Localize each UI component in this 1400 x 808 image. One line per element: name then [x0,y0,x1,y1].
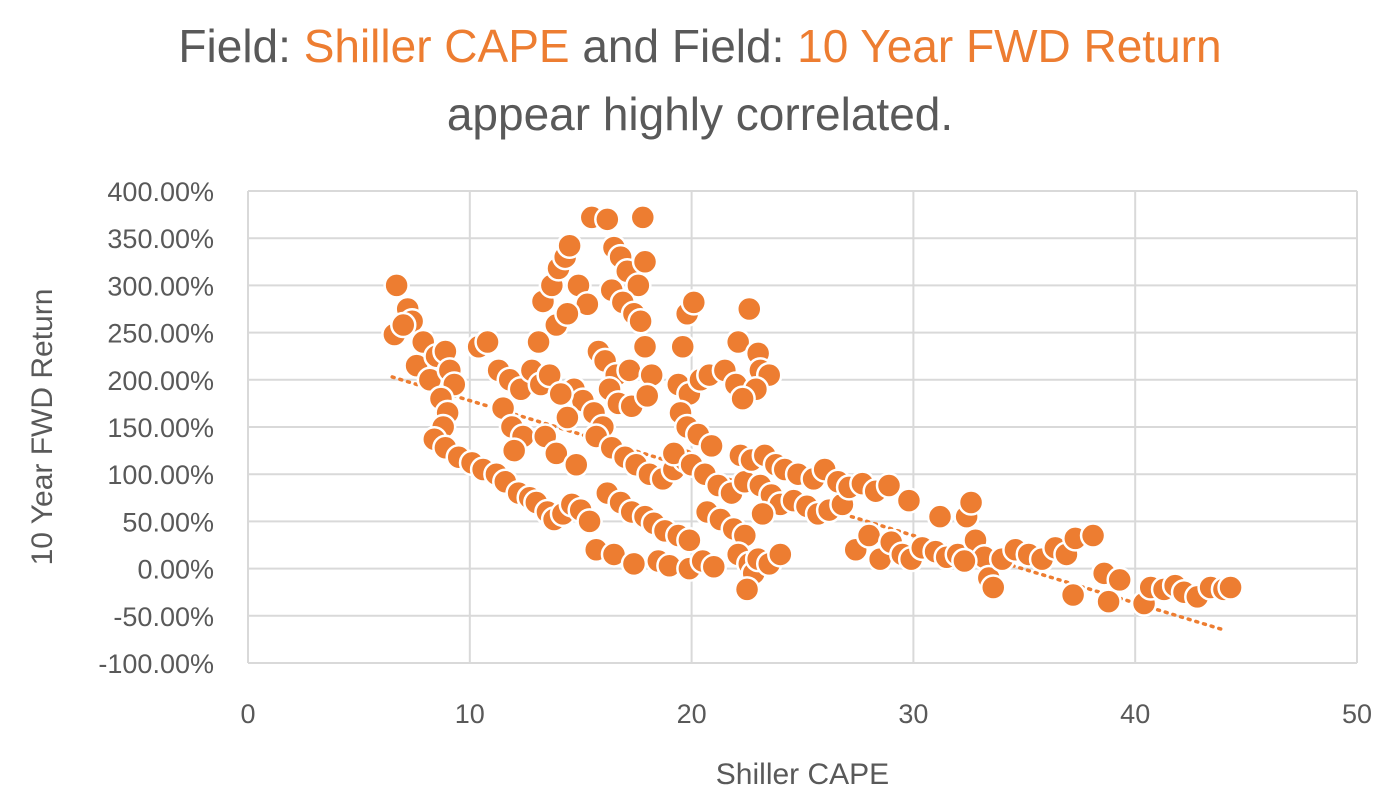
y-tick-label: 350.00% [107,224,214,254]
data-point [875,472,903,499]
data-point [767,541,794,568]
x-axis-title: Shiller CAPE [716,758,889,791]
chart-title-line-1: Field: Shiller CAPE and Field: 10 Year F… [0,18,1400,74]
data-point [631,333,659,361]
data-point [676,527,703,554]
x-tick-label: 20 [677,699,707,729]
data-point [556,232,583,260]
data-point [729,385,756,412]
data-point [724,328,752,356]
data-point [629,204,657,231]
title-field-y: 10 Year FWD Return [797,20,1222,72]
data-point [1106,566,1133,594]
data-point [616,357,643,384]
data-point [554,404,581,431]
title-middle: and Field: [569,20,798,72]
data-point [594,206,621,233]
y-tick-label: 250.00% [107,319,214,349]
y-tick-label: 0.00% [137,555,214,585]
y-tick-label: -100.00% [98,649,214,679]
data-point [895,487,923,514]
chart-title-line-2: appear highly correlated. [446,88,954,140]
title-prefix: Field: [178,20,304,72]
data-point [749,500,776,528]
x-tick-label: 10 [455,699,485,729]
y-tick-label: 400.00% [107,177,214,207]
y-tick-label: 200.00% [107,366,214,396]
y-tick-label: 50.00% [122,507,214,537]
data-point [1095,588,1122,615]
tick-labels: -100.00% -50.00% 0.00% 50.00% 100.00% 150.00%… [98,177,1372,729]
data-point [554,300,581,327]
y-tick-label: 150.00% [107,413,214,443]
y-axis-title: 10 Year FWD Return [26,289,59,566]
data-point [631,248,659,276]
data-point [500,437,528,464]
data-point [979,574,1007,601]
data-point [1217,574,1244,601]
data-point [736,295,763,323]
x-tick-label: 0 [240,699,255,729]
data-point [474,328,501,356]
data-point [951,547,978,575]
data-point [680,289,708,316]
data-point [627,308,654,335]
data-point [383,272,410,299]
data-points [381,204,1244,617]
data-point [390,311,417,339]
title-field-x: Shiller CAPE [303,20,570,72]
data-point [620,550,648,578]
data-point [733,576,761,603]
x-tick-label: 40 [1120,699,1150,729]
data-point [543,440,570,467]
data-point [926,503,954,530]
data-point [1059,581,1087,609]
data-point [855,522,883,549]
x-tick-label: 30 [898,699,928,729]
data-point [1079,522,1107,549]
data-point [669,333,696,361]
y-tick-label: -50.00% [113,602,214,632]
data-point [625,272,652,299]
x-tick-label: 50 [1342,699,1372,729]
data-point [700,553,728,580]
y-tick-label: 300.00% [107,271,214,301]
data-point [576,508,603,535]
data-point [698,432,725,460]
data-point [547,380,574,408]
y-tick-label: 100.00% [107,460,214,490]
data-point [563,451,590,479]
data-point [633,382,661,410]
data-point [525,328,552,356]
data-point [957,489,985,516]
